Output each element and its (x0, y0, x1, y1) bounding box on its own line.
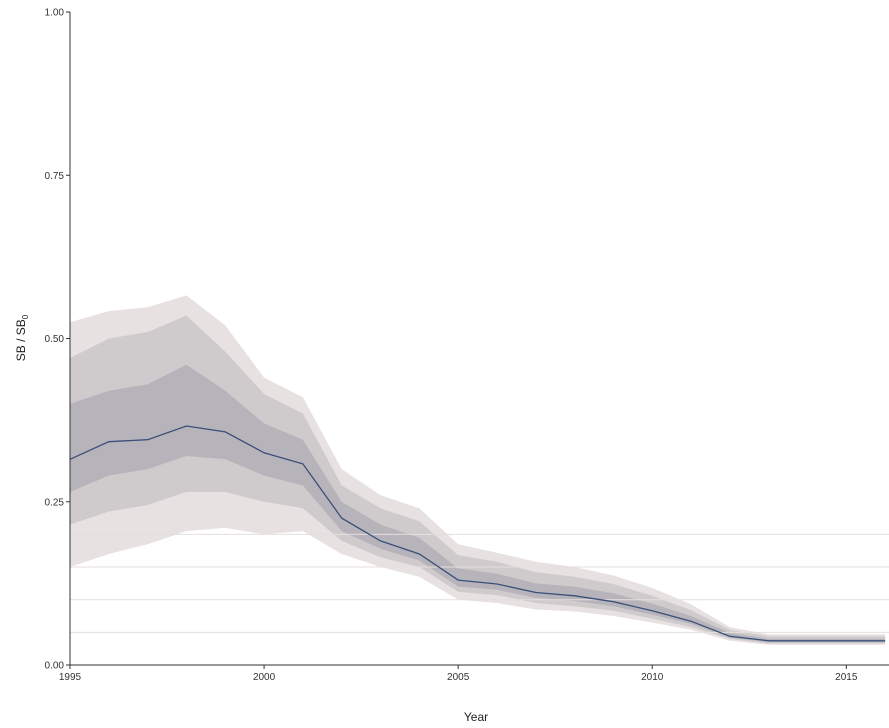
y-tick-label: 0.75 (45, 171, 65, 182)
x-tick-label: 1995 (59, 672, 82, 683)
y-axis-title-subscript: 0 (21, 314, 30, 319)
x-tick-label: 2000 (253, 672, 276, 683)
median-series (69, 425, 886, 642)
reference-lines (70, 533, 889, 633)
y-axis-title: SB / SB0 (14, 314, 30, 361)
y-tick-label: 0.50 (45, 334, 65, 345)
ticks: 0.00 0.25 0.50 0.75 1.00 1995 2000 2005 2010 2015 (45, 8, 858, 684)
uncertainty-bands (70, 295, 886, 645)
y-tick-label: 1.00 (45, 8, 65, 19)
y-axis-title-main: SB / SB (14, 319, 28, 361)
x-tick-label: 2010 (641, 672, 664, 683)
x-tick-label: 2005 (447, 672, 470, 683)
band-inner (70, 364, 886, 643)
y-tick-label: 0.00 (45, 661, 65, 672)
band-outer (70, 295, 886, 645)
x-tick-label: 2015 (835, 672, 858, 683)
x-axis-title: Year (464, 710, 488, 724)
y-tick-label: 0.25 (45, 497, 65, 508)
median-line (69, 425, 886, 642)
